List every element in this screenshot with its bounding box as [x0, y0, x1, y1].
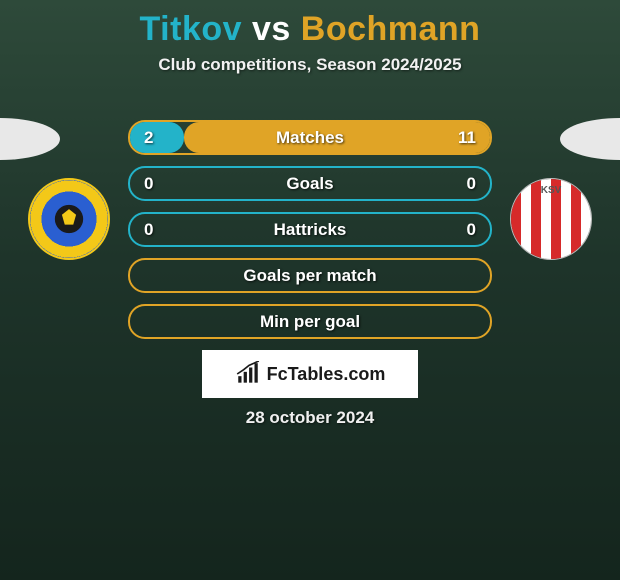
vs-text: vs [242, 10, 301, 48]
stat-value-left: 0 [144, 220, 153, 240]
stat-label: Goals per match [243, 266, 376, 286]
stat-row: Min per goal [128, 304, 492, 339]
stat-row: Hattricks 0 0 [128, 212, 492, 247]
stat-label: Min per goal [260, 312, 360, 332]
player2-name: Bochmann [301, 10, 481, 48]
stat-label: Hattricks [274, 220, 347, 240]
stat-value-left: 2 [144, 128, 153, 148]
stat-value-left: 0 [144, 174, 153, 194]
player2-silhouette [560, 118, 620, 160]
stat-label: Matches [276, 128, 344, 148]
bars-icon [235, 361, 261, 387]
stat-value-right: 11 [458, 128, 476, 148]
source-text: FcTables.com [267, 364, 386, 385]
stat-label: Goals [286, 174, 333, 194]
club-badge-right: KSV [510, 178, 592, 260]
stat-row: Goals per match [128, 258, 492, 293]
football-icon [52, 202, 86, 236]
player1-name: Titkov [140, 10, 243, 48]
player1-silhouette [0, 118, 60, 160]
stat-value-right: 0 [467, 220, 476, 240]
stat-row: Goals 0 0 [128, 166, 492, 201]
stat-value-right: 0 [467, 174, 476, 194]
club-badge-left [28, 178, 110, 260]
stats-panel: Matches 2 11 Goals 0 0 Hattricks 0 0 Goals per ma… [128, 120, 492, 339]
stat-row: Matches 2 11 [128, 120, 492, 155]
comparison-title: Titkov vs Bochmann [0, 0, 620, 49]
generation-date: 28 october 2024 [0, 408, 620, 428]
subtitle: Club competitions, Season 2024/2025 [0, 55, 620, 75]
source-badge[interactable]: FcTables.com [202, 350, 418, 398]
ksv-badge-label: KSV [511, 179, 591, 259]
stat-fill-left [130, 122, 184, 153]
